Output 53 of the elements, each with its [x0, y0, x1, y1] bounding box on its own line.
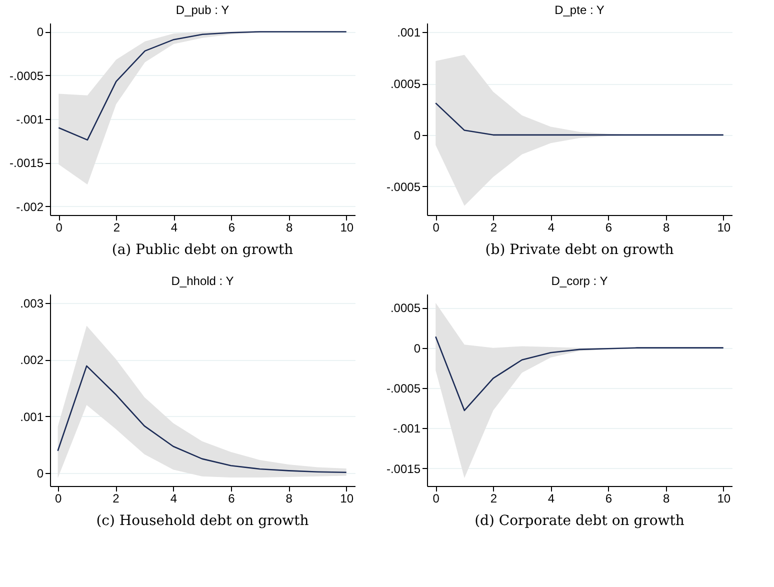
y-tick-label: -.001 — [393, 422, 421, 436]
y-tick-label: -.001 — [16, 112, 44, 126]
y-tick-label: .002 — [20, 353, 44, 368]
x-tick-label: 6 — [605, 492, 612, 506]
y-tick-label: 0 — [36, 466, 44, 480]
y-tick-label: -.0015 — [386, 462, 421, 476]
x-tick-label: 4 — [170, 220, 178, 234]
x-tick-label: 2 — [112, 492, 120, 506]
y-tick-label: -.002 — [16, 200, 44, 214]
x-tick-label: 6 — [605, 220, 612, 234]
x-tick-label: 2 — [113, 220, 120, 234]
x-tick-label: 10 — [717, 492, 731, 506]
x-tick-label: 10 — [717, 220, 731, 234]
x-tick-label: 4 — [548, 492, 555, 506]
y-tick-label: .001 — [397, 26, 421, 40]
x-tick-label: 6 — [228, 220, 236, 234]
y-tick-label: 0 — [414, 128, 421, 142]
y-tick-label: .0005 — [390, 77, 421, 92]
line-series — [434, 336, 724, 412]
chart-title: D_corp : Y — [551, 274, 608, 288]
line-series — [58, 31, 348, 141]
x-tick-label: 0 — [56, 220, 63, 234]
y-tick-label: -.0015 — [9, 156, 44, 170]
text: (a) Public debt on growth — [112, 242, 294, 258]
x-tick-label: 10 — [340, 492, 354, 506]
line-series — [57, 365, 347, 474]
x-tick-label: 10 — [340, 220, 354, 234]
x-tick-label: 4 — [170, 492, 178, 506]
x-tick-label: 2 — [490, 220, 498, 234]
chart-title: D_pub : Y — [176, 3, 230, 17]
y-tick-label: .0005 — [390, 301, 421, 316]
x-tick-label: 0 — [54, 492, 62, 506]
x-tick-label: 0 — [432, 492, 440, 506]
text: (c) Household debt on growth — [96, 513, 309, 529]
x-tick-label: 8 — [662, 492, 670, 506]
y-tick-label: -.0005 — [386, 381, 421, 396]
x-tick-label: 8 — [662, 220, 670, 234]
chart-title: D_hhold : Y — [171, 274, 234, 288]
y-tick-label: 0 — [36, 25, 44, 40]
x-tick-label: 2 — [490, 492, 498, 506]
x-tick-label: 0 — [432, 220, 440, 234]
text: (d) Corporate debt on growth — [474, 513, 684, 529]
y-tick-label: 0 — [414, 341, 421, 356]
y-tick-label: -.0005 — [9, 68, 44, 83]
y-tick-label: .001 — [20, 410, 44, 424]
y-tick-label: -.0005 — [386, 180, 421, 194]
x-tick-label: 8 — [286, 492, 293, 506]
x-tick-label: 6 — [228, 492, 236, 506]
x-tick-label: 8 — [286, 220, 293, 234]
x-tick-label: 4 — [548, 220, 555, 234]
text: (b) Private debt on growth — [485, 242, 674, 258]
y-tick-label: .003 — [20, 296, 44, 311]
chart-title: D_pte : Y — [554, 3, 604, 17]
